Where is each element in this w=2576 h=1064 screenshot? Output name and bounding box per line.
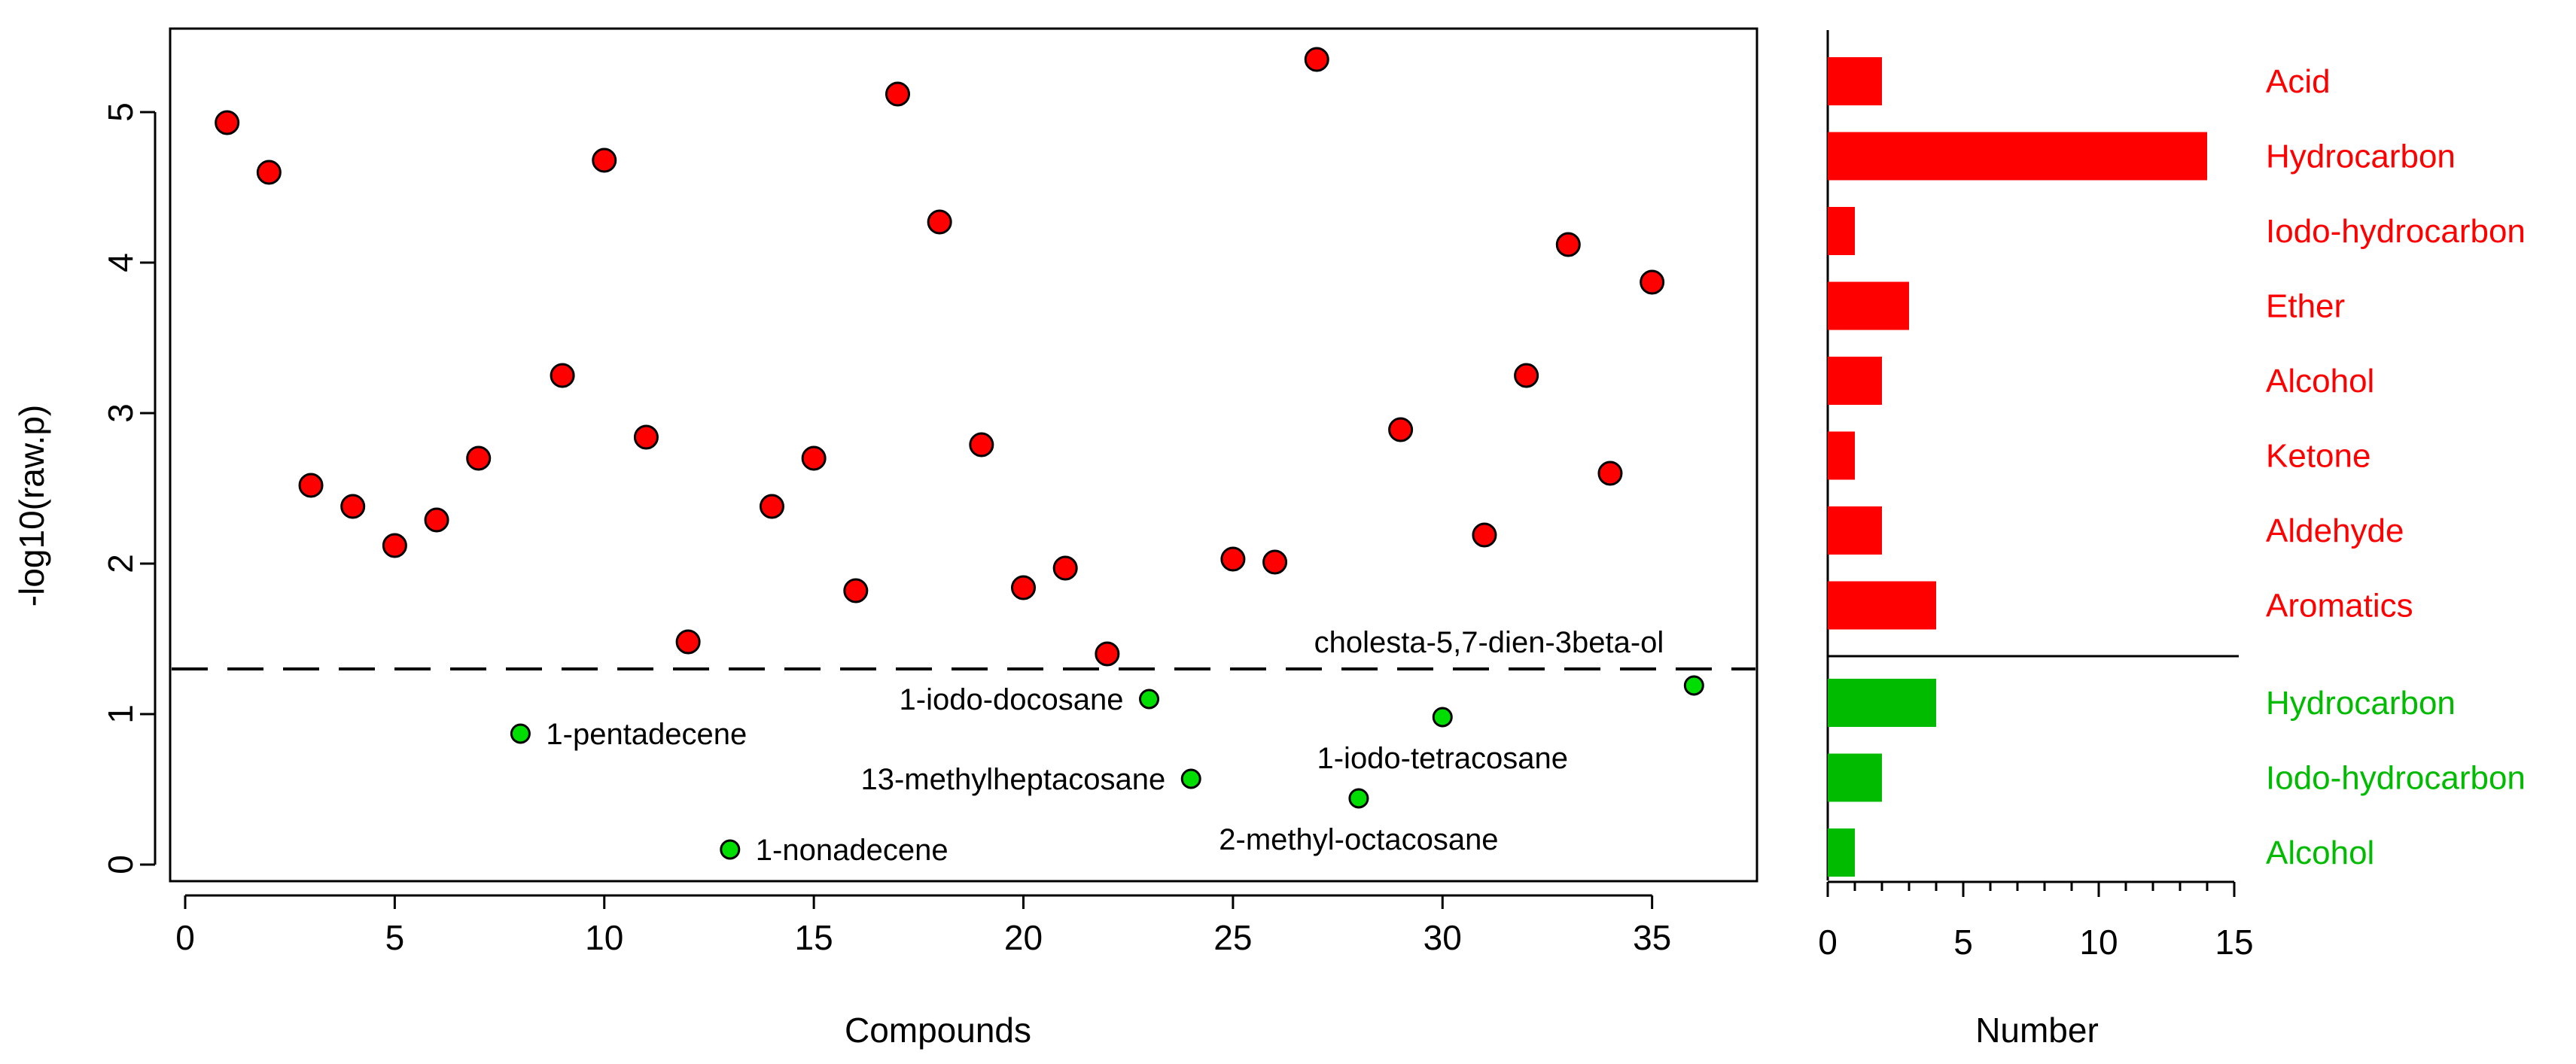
scatter-plot-frame bbox=[169, 27, 1758, 883]
nonsignificant-point bbox=[510, 723, 531, 744]
bar-category-label: Acid bbox=[2266, 63, 2331, 100]
x-tick-label: 0 bbox=[175, 918, 195, 957]
x-tick-label: 15 bbox=[795, 918, 833, 957]
significant-point bbox=[550, 363, 575, 388]
significant-point bbox=[675, 629, 701, 655]
bar-bars bbox=[1828, 57, 2207, 877]
point-label: 1-iodo-tetracosane bbox=[1317, 742, 1568, 775]
bar-category-label: Aromatics bbox=[2266, 588, 2413, 625]
significant-point bbox=[633, 424, 659, 450]
significant-point bbox=[424, 507, 449, 533]
significant-point bbox=[1597, 461, 1623, 486]
bar-panel: 0 5 10 15 Acid Hydrocarbon Iodo-hydrocarbon Et… bbox=[1818, 30, 2526, 1050]
nonsignificant-point bbox=[1139, 689, 1160, 710]
significant-point bbox=[298, 473, 324, 498]
x-tick-label: 10 bbox=[585, 918, 623, 957]
x-tick-label: 30 bbox=[1423, 918, 1462, 957]
bar-axes: 0 5 10 15 bbox=[1818, 880, 2254, 962]
bar-category-label: Hydrocarbon bbox=[2266, 138, 2456, 175]
bar bbox=[1828, 207, 1855, 255]
nonsignificant-point bbox=[1432, 707, 1453, 728]
bar-category-label: Ether bbox=[2266, 288, 2345, 325]
significant-point bbox=[256, 160, 282, 185]
significant-point bbox=[1220, 546, 1246, 572]
bar-x-tick-label: 0 bbox=[1818, 923, 1838, 962]
bar-category-label: Aldehyde bbox=[2266, 512, 2404, 549]
significant-point bbox=[340, 494, 366, 519]
scatter-panel: 0 5 10 15 20 25 30 35 0 1 2 3 4 5 1-pentadecene 1-nona… bbox=[12, 27, 1758, 1050]
significant-point bbox=[927, 209, 952, 235]
y-tick-label: 5 bbox=[101, 102, 140, 122]
bar bbox=[1828, 679, 1936, 727]
bar bbox=[1828, 506, 1882, 555]
bar bbox=[1828, 357, 1882, 405]
nonsignificant-point bbox=[1180, 768, 1201, 789]
bar bbox=[1828, 581, 1936, 630]
point-labels: 1-pentadecene 1-nonadecene 1-iodo-docosane… bbox=[546, 626, 1664, 867]
bar bbox=[1828, 753, 1882, 802]
y-tick-label: 3 bbox=[101, 403, 140, 423]
significant-point bbox=[969, 432, 994, 458]
significant-point bbox=[843, 578, 869, 603]
bar-x-tick-label: 15 bbox=[2215, 923, 2253, 962]
bar-category-labels: Acid Hydrocarbon Iodo-hydrocarbon Ether Alco… bbox=[2266, 63, 2526, 871]
scatter-points bbox=[215, 47, 1704, 860]
significant-point bbox=[801, 445, 827, 471]
bar-category-label: Alcohol bbox=[2266, 363, 2374, 400]
x-tick-label: 25 bbox=[1213, 918, 1252, 957]
significant-point bbox=[215, 110, 240, 135]
significant-point bbox=[1388, 417, 1414, 442]
nonsignificant-point bbox=[720, 839, 741, 860]
point-label: 2-methyl-octacosane bbox=[1219, 823, 1498, 856]
bar-x-tick-label: 5 bbox=[1953, 923, 1973, 962]
significant-point bbox=[1514, 363, 1539, 388]
y-axis-title: -log10(raw.p) bbox=[12, 405, 51, 606]
point-label: 13-methylheptacosane bbox=[860, 763, 1165, 796]
bar-category-label: Ketone bbox=[2266, 438, 2370, 475]
y-tick-label: 4 bbox=[101, 253, 140, 272]
significant-point bbox=[1052, 555, 1078, 581]
y-tick-label: 0 bbox=[101, 855, 140, 874]
significant-point bbox=[1472, 522, 1497, 548]
significant-point bbox=[1095, 641, 1120, 667]
significant-point bbox=[1640, 269, 1665, 295]
bar-category-label: Hydrocarbon bbox=[2266, 685, 2456, 722]
scatter-axes: 0 5 10 15 20 25 30 35 0 1 2 3 4 5 bbox=[101, 102, 1671, 957]
bar-category-label: Iodo-hydrocarbon bbox=[2266, 760, 2526, 797]
bar bbox=[1828, 281, 1909, 330]
x-tick-label: 35 bbox=[1633, 918, 1671, 957]
x-tick-label: 20 bbox=[1004, 918, 1043, 957]
significant-point bbox=[885, 81, 910, 107]
significant-point bbox=[1304, 47, 1329, 72]
bar-x-tick-label: 10 bbox=[2079, 923, 2118, 962]
bar-category-label: Alcohol bbox=[2266, 834, 2374, 871]
point-label: 1-iodo-docosane bbox=[900, 683, 1124, 716]
point-label: 1-pentadecene bbox=[546, 718, 747, 751]
point-label: 1-nonadecene bbox=[756, 834, 948, 867]
y-tick-label: 1 bbox=[101, 704, 140, 724]
significant-point bbox=[466, 445, 492, 471]
x-axis-title: Compounds bbox=[845, 1011, 1031, 1050]
bar bbox=[1828, 431, 1855, 480]
bar bbox=[1828, 828, 1855, 877]
bar bbox=[1828, 57, 1882, 105]
y-tick-label: 2 bbox=[101, 554, 140, 573]
x-tick-label: 5 bbox=[385, 918, 405, 957]
significant-point bbox=[1262, 549, 1288, 575]
bar-x-axis-title: Number bbox=[1975, 1011, 2099, 1050]
point-label: cholesta-5,7-dien-3beta-ol bbox=[1314, 626, 1664, 659]
nonsignificant-point bbox=[1683, 675, 1704, 696]
significant-point bbox=[1011, 575, 1037, 600]
significant-point bbox=[592, 147, 617, 173]
nonsignificant-point bbox=[1348, 788, 1369, 809]
significant-point bbox=[382, 533, 407, 558]
bar bbox=[1828, 132, 2207, 181]
significant-point bbox=[1555, 232, 1581, 257]
significant-point bbox=[759, 494, 784, 519]
bar-category-label: Iodo-hydrocarbon bbox=[2266, 213, 2526, 250]
